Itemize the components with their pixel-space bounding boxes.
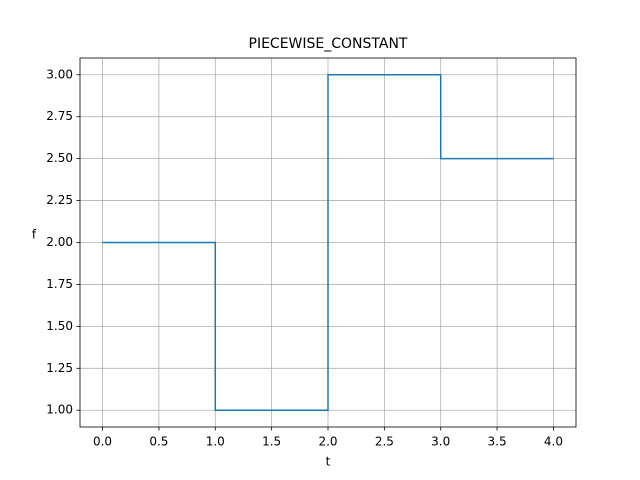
y-tick-label: 2.25 xyxy=(46,193,73,207)
x-tick-label: 0.5 xyxy=(149,435,168,449)
y-tick-label: 1.50 xyxy=(46,319,73,333)
x-tick-label: 3.0 xyxy=(431,435,450,449)
chart-title: PIECEWISE_CONSTANT xyxy=(249,36,408,52)
x-tick-label: 3.5 xyxy=(488,435,507,449)
y-tick-label: 1.25 xyxy=(46,361,73,375)
plot-frame xyxy=(79,57,577,428)
x-tick-label: 4.0 xyxy=(544,435,563,449)
x-tick-label: 2.5 xyxy=(375,435,394,449)
x-tick-label: 1.0 xyxy=(206,435,225,449)
y-tick-label: 2.00 xyxy=(46,235,73,249)
x-tick-label: 0.0 xyxy=(93,435,112,449)
y-tick-label: 1.75 xyxy=(46,277,73,291)
x-axis-label: t xyxy=(326,455,331,469)
y-tick-label: 1.00 xyxy=(46,403,73,417)
y-tick-label: 3.00 xyxy=(46,67,73,81)
x-tick-label: 2.0 xyxy=(318,435,337,449)
x-tick-label: 1.5 xyxy=(262,435,281,449)
y-tick-label: 2.50 xyxy=(46,151,73,165)
line-series xyxy=(102,74,554,411)
y-axis-label: f xyxy=(32,228,37,242)
y-tick-label: 2.75 xyxy=(46,109,73,123)
